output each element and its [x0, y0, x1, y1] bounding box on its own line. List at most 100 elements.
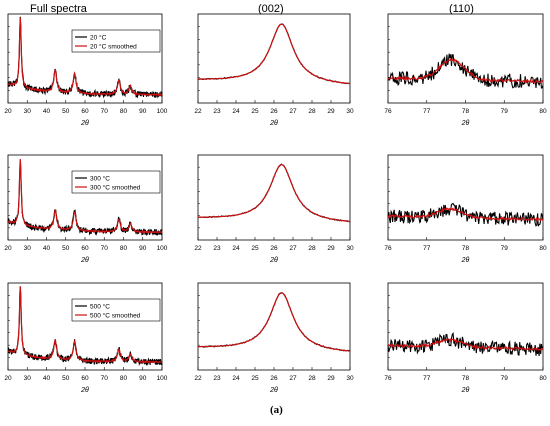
x-axis-label: 2θ	[80, 387, 89, 394]
column-title-110: (110)	[449, 3, 474, 15]
x-tick-label: 70	[101, 108, 109, 115]
x-tick-label: 23	[213, 108, 221, 115]
legend-box	[71, 298, 161, 322]
x-tick-label: 77	[423, 108, 431, 115]
x-tick-label: 78	[462, 375, 470, 382]
x-tick-label: 25	[251, 108, 259, 115]
x-axis-label: 2θ	[269, 257, 278, 264]
x-tick-label: 22	[194, 375, 202, 382]
x-tick-label: 70	[101, 245, 109, 252]
x-tick-label: 76	[384, 245, 392, 252]
x-tick-label: 24	[232, 108, 240, 115]
x-tick-label: 30	[24, 375, 32, 382]
x-tick-label: 79	[501, 245, 509, 252]
x-tick-label: 80	[120, 245, 128, 252]
raw-series-line	[387, 202, 544, 227]
figure-label: (a)	[270, 404, 283, 416]
smoothed-series-line	[197, 23, 351, 85]
smoothed-series-line	[387, 57, 544, 85]
legend-label: 20 °C smoothed	[90, 43, 137, 51]
plot-frame	[197, 282, 351, 371]
x-tick-label: 79	[501, 108, 509, 115]
x-tick-label: 26	[270, 245, 278, 252]
x-tick-label: 60	[81, 108, 89, 115]
x-tick-label: 24	[232, 245, 240, 252]
x-tick-label: 20	[4, 375, 12, 382]
x-tick-label: 76	[384, 375, 392, 382]
x-tick-label: 28	[308, 245, 316, 252]
smoothed-series-line	[7, 286, 163, 364]
column-title-002: (002)	[258, 3, 284, 15]
legend-box	[71, 170, 161, 194]
x-tick-label: 30	[346, 375, 354, 382]
smoothed-series-line	[387, 338, 544, 352]
x-tick-label: 24	[232, 375, 240, 382]
x-tick-label: 78	[462, 245, 470, 252]
x-tick-label: 27	[289, 245, 297, 252]
x-axis-label: 2θ	[80, 120, 89, 127]
x-tick-label: 20	[4, 108, 12, 115]
x-tick-label: 20	[4, 245, 12, 252]
x-tick-label: 100	[157, 108, 168, 115]
x-tick-label: 70	[101, 375, 109, 382]
smoothed-series-line	[387, 206, 544, 223]
x-tick-label: 23	[213, 375, 221, 382]
raw-series-line	[7, 286, 163, 367]
x-tick-label: 80	[120, 108, 128, 115]
legend-label: 20 °C	[90, 34, 107, 42]
smoothed-series-line	[198, 163, 350, 222]
x-tick-label: 28	[308, 375, 316, 382]
x-tick-label: 29	[327, 245, 335, 252]
x-tick-label: 29	[327, 375, 335, 382]
legend-label: 300 °C	[90, 175, 110, 183]
smoothed-series-line	[7, 17, 163, 97]
x-tick-label: 40	[43, 108, 51, 115]
legend-box	[71, 29, 161, 53]
legend-label: 500 °C smoothed	[90, 312, 141, 320]
raw-series-line	[387, 331, 544, 357]
x-axis-label: 2θ	[269, 120, 278, 127]
x-tick-label: 27	[289, 108, 297, 115]
x-tick-label: 26	[270, 375, 278, 382]
x-tick-label: 26	[270, 108, 278, 115]
legend-label: 300 °C smoothed	[90, 184, 141, 192]
x-tick-label: 60	[81, 375, 89, 382]
x-tick-label: 60	[81, 245, 89, 252]
x-axis-label: 2θ	[461, 387, 470, 394]
x-tick-label: 90	[139, 108, 147, 115]
raw-series-line	[197, 292, 351, 352]
x-tick-label: 50	[62, 108, 70, 115]
x-tick-label: 80	[539, 375, 547, 382]
x-tick-label: 50	[62, 375, 70, 382]
x-tick-label: 40	[43, 375, 51, 382]
x-tick-label: 100	[157, 375, 168, 382]
x-tick-label: 30	[24, 245, 32, 252]
column-title-full-spectra: Full spectra	[30, 3, 87, 15]
x-tick-label: 80	[539, 108, 547, 115]
x-axis-label: 2θ	[461, 120, 470, 127]
x-axis-label: 2θ	[269, 387, 278, 394]
smoothed-series-line	[197, 292, 350, 352]
plot-frame	[387, 282, 544, 371]
x-tick-label: 30	[346, 108, 354, 115]
raw-series-line	[197, 23, 351, 85]
plot-frame	[387, 13, 544, 104]
x-tick-label: 22	[194, 108, 202, 115]
x-tick-label: 90	[139, 375, 147, 382]
x-tick-label: 50	[62, 245, 70, 252]
raw-series-line	[387, 53, 544, 89]
x-tick-label: 30	[346, 245, 354, 252]
raw-series-line	[198, 163, 351, 223]
x-tick-label: 30	[24, 108, 32, 115]
x-axis-label: 2θ	[461, 257, 470, 264]
legend-label: 500 °C	[90, 303, 110, 311]
x-tick-label: 77	[423, 375, 431, 382]
x-tick-label: 22	[194, 245, 202, 252]
x-tick-label: 78	[462, 108, 470, 115]
plot-frame	[197, 13, 351, 104]
x-tick-label: 29	[327, 108, 335, 115]
x-tick-label: 90	[139, 245, 147, 252]
smoothed-series-line	[8, 158, 163, 235]
raw-series-line	[7, 16, 163, 99]
